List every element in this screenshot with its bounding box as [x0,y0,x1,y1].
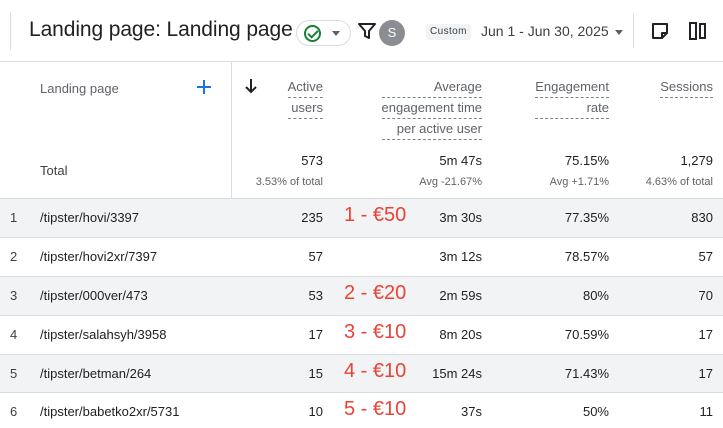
total-sessions-sub: 4.63% of total [645,176,713,188]
engagement-rate-cell: 70.59% [564,327,609,342]
sessions-cell: 17 [698,366,713,381]
active-users-cell: 17 [308,327,323,342]
engagement-rate-cell: 80% [582,288,609,303]
total-active-users-sub: 3.53% of total [255,176,323,188]
total-engagement-rate-sub: Avg +1.71% [549,176,609,188]
arrow-down-icon[interactable] [244,78,258,94]
check-circle-icon [304,25,321,42]
row-index: 3 [10,288,18,303]
column-header-landing-page[interactable]: Landing page [40,81,119,96]
handwritten-annotation: 2 - €20 [344,282,407,304]
handwritten-annotation: 1 - €50 [344,204,407,226]
table-row[interactable]: 1 /tipster/hovi/3397 235 1 - €50 3m 30s … [0,198,723,237]
handwritten-annotation: 5 - €10 [344,398,407,420]
total-engagement-rate: 75.15% [564,153,609,168]
column-header-avg-engagement[interactable]: Average engagement time per active user [381,77,482,140]
landing-page-cell[interactable]: /tipster/salahsyh/3958 [40,327,167,342]
note-icon[interactable] [651,22,669,40]
table-row[interactable]: 4 /tipster/salahsyh/3958 17 3 - €10 8m 2… [0,315,723,354]
avg-engagement-cell: 8m 20s [439,327,482,342]
table-row[interactable]: 3 /tipster/000ver/473 53 2 - €20 2m 59s … [0,276,723,315]
handwritten-annotation: 4 - €10 [344,360,407,382]
total-avg-engagement-sub: Avg -21.67% [419,176,482,188]
engagement-rate-cell: 78.57% [564,249,609,264]
total-label: Total [40,163,68,178]
sessions-cell: 57 [698,249,713,264]
sessions-cell: 830 [691,210,713,225]
total-active-users: 573 [301,153,323,168]
engagement-rate-cell: 71.43% [564,366,609,381]
engagement-rate-cell: 50% [582,404,609,419]
sessions-cell: 70 [698,288,713,303]
total-sessions: 1,279 [680,153,713,168]
avg-engagement-cell: 3m 12s [439,249,482,264]
date-chevron-down-icon[interactable] [615,30,623,35]
row-index: 5 [10,366,18,381]
column-header-active-users[interactable]: Active users [287,77,323,119]
filter-icon[interactable] [358,22,376,40]
active-users-cell: 235 [301,210,323,225]
avg-engagement-cell: 2m 59s [439,288,482,303]
avatar[interactable]: S [379,20,405,46]
landing-page-cell[interactable]: /tipster/hovi/3397 [40,210,140,225]
handwritten-annotation: 3 - €10 [344,321,407,343]
report-header: Landing page: Landing page S Custom Jun … [0,0,723,62]
active-users-cell: 15 [308,366,323,381]
column-header-sessions[interactable]: Sessions [660,77,713,98]
sessions-cell: 11 [699,404,714,419]
table-row[interactable]: 5 /tipster/betman/264 15 4 - €10 15m 24s… [0,354,723,393]
compare-columns-icon[interactable] [688,21,708,41]
table-row[interactable]: 2 /tipster/hovi2xr/7397 57 3m 12s 78.57%… [0,237,723,276]
avg-engagement-cell: 3m 30s [439,210,482,225]
column-header-engagement-rate[interactable]: Engagement rate [535,77,609,119]
header-divider [10,12,11,50]
sessions-cell: 17 [698,327,713,342]
landing-page-cell[interactable]: /tipster/babetko2xr/5731 [40,404,180,419]
active-users-cell: 57 [308,249,323,264]
active-users-cell: 53 [308,288,323,303]
date-range-picker[interactable]: Jun 1 - Jun 30, 2025 [481,23,609,39]
table-row[interactable]: 6 /tipster/babetko2xr/5731 10 5 - €10 37… [0,392,723,428]
avg-engagement-cell: 37s [461,404,482,419]
avg-engagement-cell: 15m 24s [432,366,482,381]
landing-page-cell[interactable]: /tipster/hovi2xr/7397 [40,249,158,264]
chevron-down-icon [332,31,340,36]
row-index: 6 [10,404,18,419]
engagement-rate-cell: 77.35% [564,210,609,225]
column-divider [231,62,232,198]
status-dropdown[interactable] [296,20,351,46]
landing-page-cell[interactable]: /tipster/000ver/473 [40,288,148,303]
row-index: 4 [10,327,18,342]
landing-page-cell[interactable]: /tipster/betman/264 [40,366,152,381]
row-index: 2 [10,249,18,264]
plus-icon[interactable] [197,80,211,94]
row-index: 1 [10,210,18,225]
header-divider-right [633,14,634,48]
total-avg-engagement: 5m 47s [439,153,482,168]
custom-date-badge: Custom [426,24,471,40]
report-title: Landing page: Landing page [29,18,293,41]
active-users-cell: 10 [308,404,323,419]
